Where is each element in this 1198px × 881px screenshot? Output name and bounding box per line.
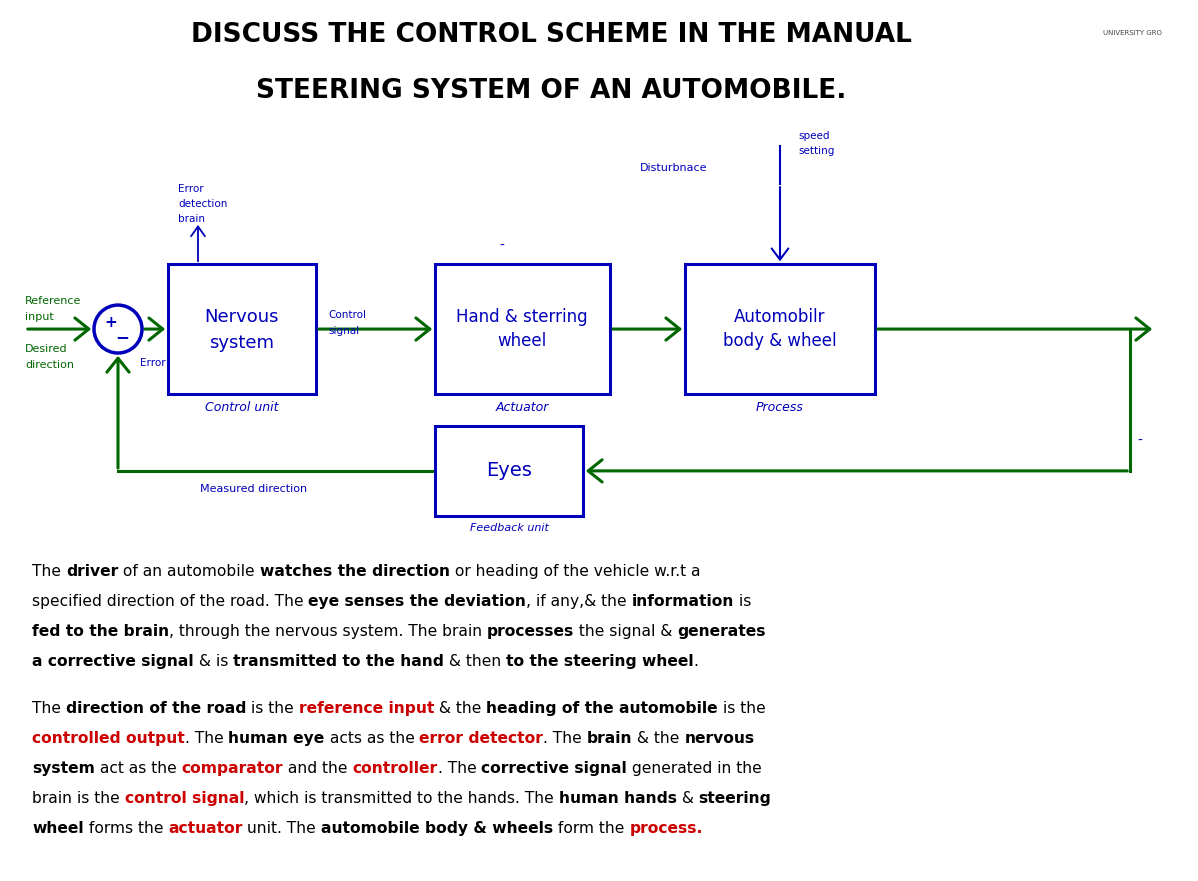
- Text: −: −: [115, 328, 129, 346]
- Text: UNIVERSITY GRO: UNIVERSITY GRO: [1103, 30, 1162, 35]
- Text: transmitted to the hand: transmitted to the hand: [232, 654, 443, 669]
- Text: generated in the: generated in the: [627, 761, 762, 776]
- Text: setting: setting: [798, 146, 834, 156]
- Text: Process: Process: [756, 402, 804, 414]
- Text: Nervous: Nervous: [205, 308, 279, 326]
- Text: & then: & then: [443, 654, 506, 669]
- Text: Error: Error: [140, 358, 165, 368]
- Text: is the: is the: [718, 701, 766, 716]
- Bar: [435, 426, 583, 516]
- Text: information: information: [631, 594, 734, 609]
- Text: direction: direction: [25, 360, 74, 370]
- Text: Reference: Reference: [25, 296, 81, 306]
- Text: detection: detection: [179, 199, 228, 209]
- Text: acts as the: acts as the: [325, 731, 419, 746]
- Bar: [685, 264, 875, 394]
- Text: The: The: [32, 564, 66, 579]
- Text: Automobilr: Automobilr: [734, 308, 825, 326]
- Text: & the: & the: [633, 731, 684, 746]
- Text: Eyes: Eyes: [486, 462, 532, 480]
- Text: or heading of the vehicle w.r.t a: or heading of the vehicle w.r.t a: [449, 564, 700, 579]
- Text: to the steering wheel: to the steering wheel: [506, 654, 694, 669]
- Text: and the: and the: [283, 761, 352, 776]
- Text: Actuator: Actuator: [495, 402, 549, 414]
- Text: Control: Control: [328, 310, 367, 320]
- Text: Error: Error: [179, 184, 204, 194]
- Text: nervous: nervous: [684, 731, 755, 746]
- Text: signal: signal: [328, 326, 359, 336]
- Text: steering: steering: [698, 791, 772, 806]
- Text: controlled output: controlled output: [32, 731, 184, 746]
- Text: & is: & is: [194, 654, 232, 669]
- Text: unit. The: unit. The: [242, 821, 321, 836]
- Text: speed: speed: [798, 131, 829, 141]
- Circle shape: [93, 305, 143, 353]
- Text: eye senses the deviation: eye senses the deviation: [309, 594, 526, 609]
- Text: watches the direction: watches the direction: [260, 564, 449, 579]
- Text: , through the nervous system. The brain: , through the nervous system. The brain: [169, 624, 488, 639]
- Text: a corrective signal: a corrective signal: [32, 654, 194, 669]
- Text: brain: brain: [587, 731, 633, 746]
- Text: &: &: [677, 791, 698, 806]
- Text: automobile body & wheels: automobile body & wheels: [321, 821, 553, 836]
- Text: human eye: human eye: [229, 731, 325, 746]
- Text: +: +: [104, 315, 117, 329]
- Text: body & wheel: body & wheel: [724, 332, 837, 350]
- Text: -: -: [500, 239, 504, 253]
- Text: direction of the road: direction of the road: [66, 701, 247, 716]
- Text: wheel: wheel: [32, 821, 84, 836]
- Text: specified direction of the road. The: specified direction of the road. The: [32, 594, 309, 609]
- Text: Hand & sterring: Hand & sterring: [456, 308, 588, 326]
- Text: forms the: forms the: [84, 821, 168, 836]
- Text: the signal &: the signal &: [574, 624, 678, 639]
- Text: heading of the automobile: heading of the automobile: [486, 701, 718, 716]
- Text: input: input: [25, 312, 54, 322]
- Bar: [168, 264, 316, 394]
- Text: & the: & the: [434, 701, 486, 716]
- Text: generates: generates: [678, 624, 767, 639]
- Text: brain is the: brain is the: [32, 791, 125, 806]
- Text: is: is: [734, 594, 751, 609]
- Text: actuator: actuator: [168, 821, 242, 836]
- Text: brain: brain: [179, 214, 205, 224]
- Text: -: -: [1138, 434, 1143, 448]
- Text: . The: . The: [184, 731, 229, 746]
- Text: system: system: [32, 761, 95, 776]
- Text: fed to the brain: fed to the brain: [32, 624, 169, 639]
- Text: act as the: act as the: [95, 761, 182, 776]
- Text: . The: . The: [543, 731, 587, 746]
- Text: reference input: reference input: [298, 701, 434, 716]
- Text: control signal: control signal: [125, 791, 244, 806]
- Text: , if any,& the: , if any,& the: [526, 594, 631, 609]
- Text: human hands: human hands: [558, 791, 677, 806]
- Text: wheel: wheel: [497, 332, 546, 350]
- Text: driver: driver: [66, 564, 119, 579]
- Text: Disturbnace: Disturbnace: [640, 163, 708, 174]
- Text: controller: controller: [352, 761, 437, 776]
- Text: DISCUSS THE CONTROL SCHEME IN THE MANUAL: DISCUSS THE CONTROL SCHEME IN THE MANUAL: [190, 22, 912, 48]
- Bar: [435, 264, 610, 394]
- Text: process.: process.: [629, 821, 703, 836]
- Text: system: system: [210, 334, 274, 352]
- Text: comparator: comparator: [182, 761, 283, 776]
- Text: Desired: Desired: [25, 344, 67, 354]
- Text: corrective signal: corrective signal: [482, 761, 627, 776]
- Text: , which is transmitted to the hands. The: , which is transmitted to the hands. The: [244, 791, 558, 806]
- Text: of an automobile: of an automobile: [119, 564, 260, 579]
- Text: . The: . The: [437, 761, 482, 776]
- Text: .: .: [694, 654, 698, 669]
- Text: Feedback unit: Feedback unit: [470, 522, 549, 533]
- Text: error detector: error detector: [419, 731, 543, 746]
- Text: Control unit: Control unit: [205, 402, 279, 414]
- Text: The: The: [32, 701, 66, 716]
- Text: Measured direction: Measured direction: [200, 484, 307, 494]
- Text: processes: processes: [488, 624, 574, 639]
- Text: STEERING SYSTEM OF AN AUTOMOBILE.: STEERING SYSTEM OF AN AUTOMOBILE.: [256, 78, 846, 104]
- Text: form the: form the: [553, 821, 629, 836]
- Text: is the: is the: [247, 701, 298, 716]
